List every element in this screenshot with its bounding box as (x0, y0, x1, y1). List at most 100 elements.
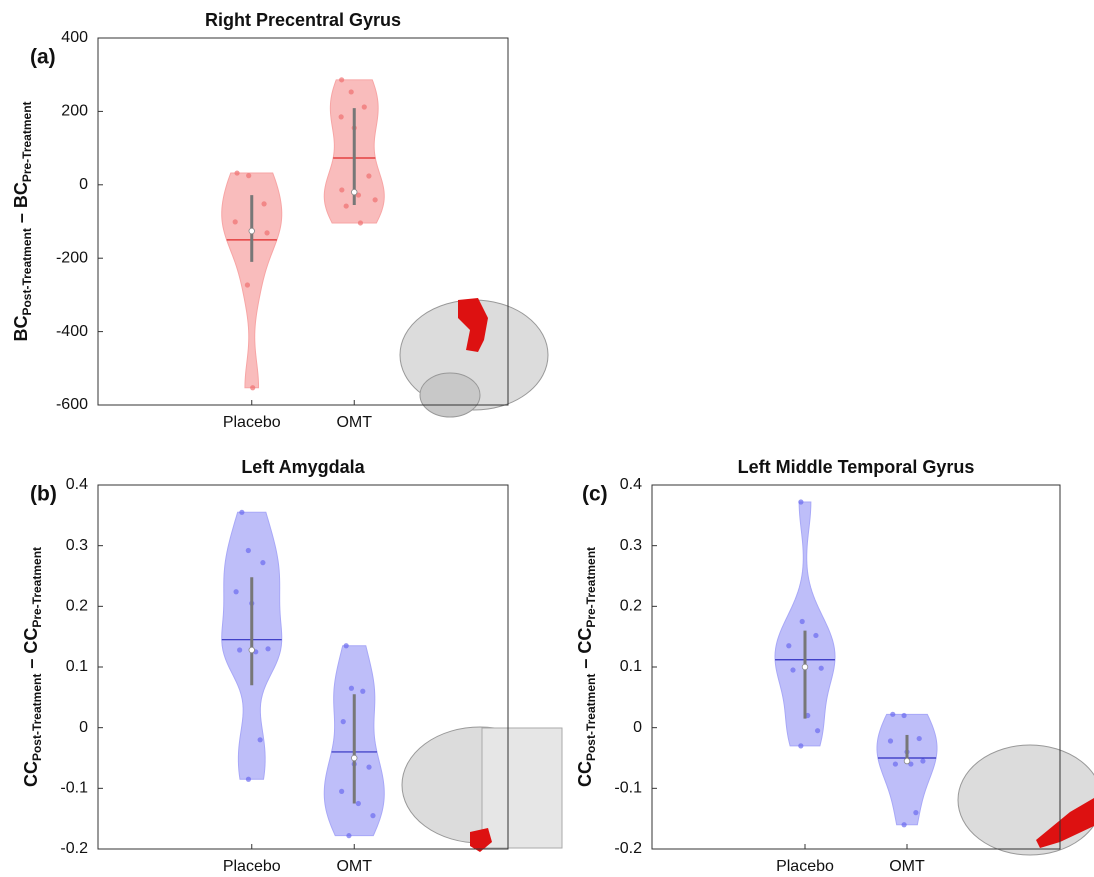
data-point (815, 728, 820, 733)
x-tick-label: OMT (889, 858, 925, 875)
data-point (890, 712, 895, 717)
data-point (265, 646, 270, 651)
panel-label: (b) (30, 483, 57, 506)
y-axis-label-part: CC (575, 761, 595, 787)
data-point (261, 201, 266, 206)
median-dot (351, 755, 357, 761)
data-point (349, 89, 354, 94)
y-axis-label-part: Pre-Treatment (584, 547, 598, 628)
data-point (819, 666, 824, 671)
y-axis-label-part: Post-Treatment (584, 674, 598, 761)
y-tick-label: -200 (56, 249, 88, 266)
y-tick-label: 0.4 (620, 476, 642, 493)
y-axis-label-part: Post-Treatment (30, 674, 44, 761)
y-axis-label-part: Post-Treatment (20, 228, 34, 315)
data-point (344, 203, 349, 208)
data-point (234, 589, 239, 594)
y-tick-label: 0.1 (66, 658, 88, 675)
y-tick-label: 0.3 (620, 537, 642, 554)
median-dot (249, 228, 255, 234)
data-point (893, 761, 898, 766)
violin (877, 714, 937, 824)
y-axis-label: BCPost-Treatment – BCPre-Treatment (11, 101, 34, 341)
data-point (356, 801, 361, 806)
y-axis-label-part: Pre-Treatment (30, 547, 44, 628)
data-point (362, 104, 367, 109)
y-axis-label-part: BC (11, 316, 31, 342)
y-tick-label: 0.2 (620, 598, 642, 615)
data-point (246, 173, 251, 178)
median-dot (802, 664, 808, 670)
data-point (339, 187, 344, 192)
data-point (264, 230, 269, 235)
data-point (920, 758, 925, 763)
panel-label: (a) (30, 46, 56, 69)
x-tick-label: OMT (336, 414, 372, 431)
data-point (246, 777, 251, 782)
y-tick-label: 0.1 (620, 658, 642, 675)
chart-title: Left Middle Temporal Gyrus (738, 457, 975, 477)
y-tick-label: 0 (79, 176, 88, 193)
data-point (790, 667, 795, 672)
data-point (339, 77, 344, 82)
y-tick-label: 0 (79, 719, 88, 736)
y-tick-label: -0.1 (60, 780, 88, 797)
data-point (358, 220, 363, 225)
data-point (339, 789, 344, 794)
data-point (913, 810, 918, 815)
data-point (234, 170, 239, 175)
data-point (888, 738, 893, 743)
data-point (373, 197, 378, 202)
data-point (902, 822, 907, 827)
data-point (339, 114, 344, 119)
y-tick-label: -0.2 (614, 840, 642, 857)
data-point (239, 510, 244, 515)
data-point (233, 219, 238, 224)
brain-c (958, 745, 1094, 855)
data-point (349, 686, 354, 691)
data-point (260, 560, 265, 565)
y-tick-label: -0.2 (60, 840, 88, 857)
y-tick-label: 0.4 (66, 476, 88, 493)
data-point (246, 548, 251, 553)
chart-title: Left Amygdala (241, 457, 365, 477)
brain-b (402, 727, 562, 852)
y-axis-label-part: CC (575, 628, 595, 654)
data-point (901, 713, 906, 718)
y-tick-label: 0 (633, 719, 642, 736)
y-tick-label: 400 (61, 29, 88, 46)
median-dot (904, 758, 910, 764)
data-point (245, 282, 250, 287)
y-axis-label-part: – (11, 208, 31, 228)
y-axis-label-part: BC (11, 182, 31, 208)
brain-a (400, 298, 548, 417)
x-tick-label: OMT (336, 858, 372, 875)
data-point (917, 736, 922, 741)
y-tick-label: -600 (56, 396, 88, 413)
data-point (341, 719, 346, 724)
data-point (258, 737, 263, 742)
data-point (798, 499, 803, 504)
y-tick-label: 0.2 (66, 598, 88, 615)
data-point (237, 647, 242, 652)
median-dot (249, 647, 255, 653)
x-tick-label: Placebo (223, 858, 281, 875)
chart-title: Right Precentral Gyrus (205, 10, 401, 30)
y-tick-label: -0.1 (614, 780, 642, 797)
y-axis-label: CCPost-Treatment – CCPre-Treatment (21, 547, 44, 787)
data-point (346, 833, 351, 838)
y-axis-label-part: CC (21, 761, 41, 787)
figure: Right Precentral Gyrus (a) -600 -400 -200 0 20… (0, 0, 1094, 877)
data-point (786, 643, 791, 648)
y-axis-label-part: CC (21, 628, 41, 654)
data-point (344, 643, 349, 648)
panel-label: (c) (582, 483, 608, 506)
x-tick-label: Placebo (223, 414, 281, 431)
y-axis-label-part: Pre-Treatment (20, 101, 34, 182)
data-point (813, 633, 818, 638)
y-tick-label: 200 (61, 103, 88, 120)
y-tick-label: -400 (56, 323, 88, 340)
data-point (360, 689, 365, 694)
data-point (800, 619, 805, 624)
y-axis-label: CCPost-Treatment – CCPre-Treatment (575, 547, 598, 787)
